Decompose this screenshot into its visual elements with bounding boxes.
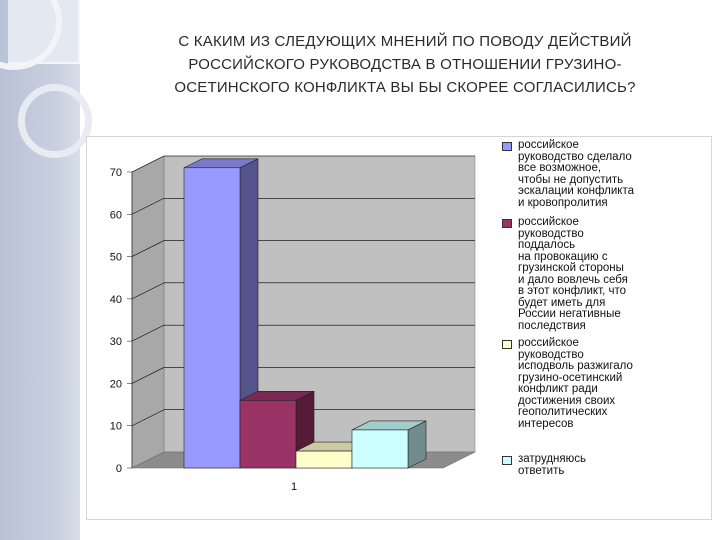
legend-swatch <box>502 219 512 228</box>
title-line: ОСЕТИНСКОГО КОНФЛИКТА ВЫ БЫ СКОРЕЕ СОГЛА… <box>174 79 636 96</box>
legend-label: руководство <box>518 348 584 361</box>
legend-item: затрудняюсь ответить <box>502 453 712 477</box>
gridline-side <box>131 409 165 426</box>
bar <box>239 400 297 469</box>
gridline-side <box>131 367 165 384</box>
legend-label: чтобы не допустить <box>518 173 624 186</box>
y-tick-label: 70 <box>110 167 122 179</box>
legend-label: интересов <box>518 417 574 430</box>
gridline-side <box>131 198 165 215</box>
bar <box>295 450 353 469</box>
legend-label: России негативные <box>518 308 621 320</box>
gridline-side <box>131 155 165 173</box>
chart-side-wall <box>131 155 165 469</box>
x-tick-label: 1 <box>291 481 297 493</box>
decorative-ring <box>18 84 92 158</box>
legend-swatch <box>502 456 512 465</box>
legend-label: геополитических <box>518 406 608 418</box>
legend-label: эскалации конфликта <box>518 185 634 197</box>
legend-label: ответить <box>518 464 565 477</box>
legend-label: поддалось <box>518 239 576 251</box>
legend-label: грузинской стороны <box>518 262 624 274</box>
y-tick-label: 30 <box>110 336 122 348</box>
legend-label: на провокацию с <box>518 250 608 263</box>
legend-swatch <box>502 340 512 349</box>
y-tick-label: 10 <box>110 421 122 433</box>
side-decoration-strip <box>0 0 92 540</box>
title-line: РОССИЙСКОГО РУКОВОДСТВА В ОТНОШЕНИИ ГРУЗ… <box>188 56 622 73</box>
legend-label: российское <box>518 139 579 151</box>
gridline-side <box>131 282 165 300</box>
y-tick-label: 60 <box>110 209 122 221</box>
y-tick-label: 0 <box>116 463 122 475</box>
legend-label: конфликт ради <box>518 383 598 395</box>
legend-label: исподволь разжигало <box>518 360 633 372</box>
legend-label: руководство <box>518 227 584 240</box>
chart-legend: российское руководство сделало все возможн… <box>502 139 712 477</box>
legend-swatch <box>502 142 512 151</box>
legend-label: последствия <box>518 319 586 332</box>
legend-label: затрудняюсь <box>518 453 586 465</box>
legend-label: будет иметь для <box>518 296 606 309</box>
legend-label: и кровопролития <box>518 196 608 209</box>
gridline-side <box>131 240 165 257</box>
legend-label: российское <box>518 216 579 228</box>
legend-label: российское <box>518 337 579 349</box>
legend-label: в этот конфликт, что <box>518 285 626 297</box>
legend-item: российское руководство сделало все возможн… <box>502 139 712 209</box>
gridline-side <box>131 324 165 342</box>
title-line: С КАКИМ ИЗ СЛЕДУЮЩИХ МНЕНИЙ ПО ПОВОДУ ДЕ… <box>178 33 632 50</box>
legend-item: российское руководство исподволь разжигало… <box>502 337 712 430</box>
legend-label: и дало вовлечь себя <box>518 273 628 286</box>
bar <box>183 167 241 469</box>
legend-label: достижения своих <box>518 394 616 407</box>
slide-title: С КАКИМ ИЗ СЛЕДУЮЩИХ МНЕНИЙ ПО ПОВОДУ ДЕ… <box>110 30 700 99</box>
legend-label: все возможное, <box>518 162 602 174</box>
y-tick-label: 40 <box>110 294 122 306</box>
y-tick-label: 20 <box>110 378 122 390</box>
bar <box>351 429 409 469</box>
legend-label: грузино-осетинский <box>518 371 623 384</box>
y-tick-label: 50 <box>110 252 122 264</box>
legend-label: руководство сделало <box>518 150 632 163</box>
legend-item: российское руководство поддалось на провока… <box>502 216 712 332</box>
